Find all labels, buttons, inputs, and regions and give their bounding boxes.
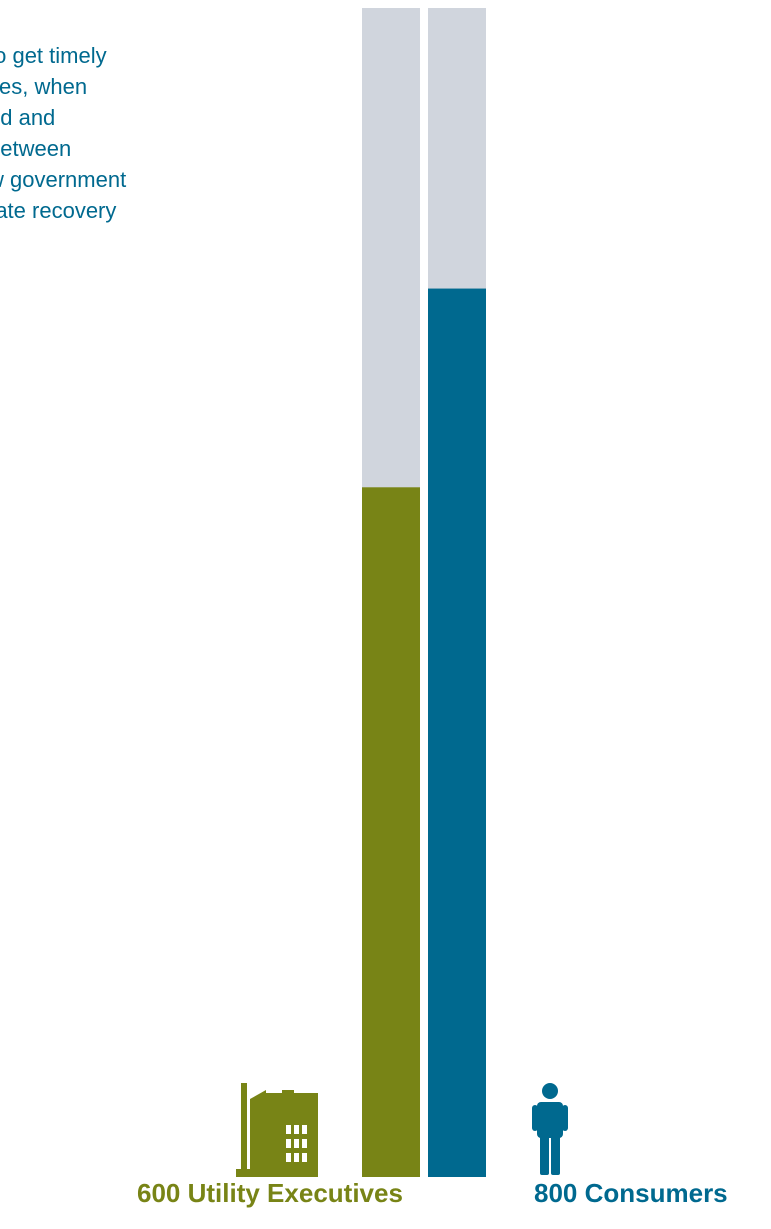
statement-line: ces, when xyxy=(0,74,88,99)
statement-text: to get timely ces, when ed and between w… xyxy=(0,40,328,226)
bar-consumers xyxy=(428,288,486,1177)
executives-label: 600 Utility Executives xyxy=(137,1178,403,1208)
statement-line: rate recovery xyxy=(0,198,117,223)
statement-line: between xyxy=(0,136,72,161)
statement-line: w government xyxy=(0,167,127,192)
consumers-label: 800 Consumers xyxy=(534,1178,728,1208)
factory-icon xyxy=(236,1083,318,1177)
person-icon xyxy=(532,1083,568,1175)
statement-line: to get timely xyxy=(0,43,107,68)
bar-executives xyxy=(362,487,420,1177)
statement-line: ed and xyxy=(0,105,56,130)
